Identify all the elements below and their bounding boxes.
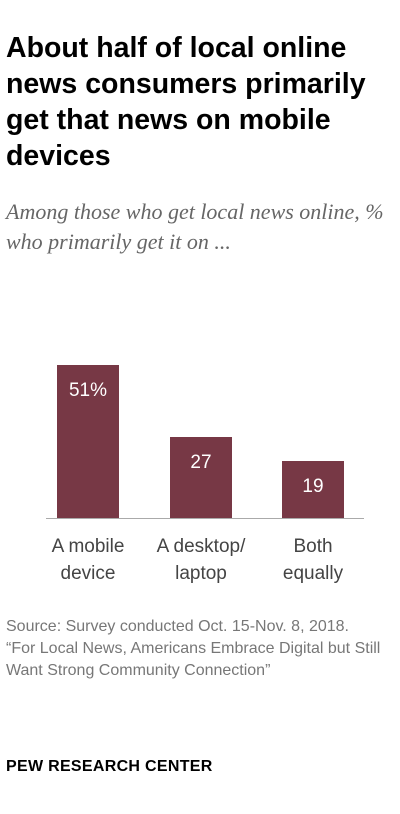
labels-layer: 51% A mobile device 27 A desktop/laptop 19 Bot… [52,380,344,584]
bar-value-label-0: 51% [69,380,107,401]
bars-layer [57,365,344,518]
bar-1 [170,437,232,518]
publisher-logo-text: PEW RESEARCH CENTER [6,758,213,775]
bar-value-label-1: 27 [190,452,211,473]
report-title-line: “For Local News, Americans Embrace Digit… [6,640,381,679]
category-label-2: Both equally [283,536,344,584]
bar-0 [57,365,119,518]
chart-title: About half of local online news consumer… [6,32,366,172]
chart-subtitle: Among those who get local news online, %… [6,199,384,254]
source-notes: Source: Survey conducted Oct. 15-Nov. 8,… [6,616,396,682]
bar-value-label-2: 19 [302,476,323,497]
bar-2 [282,461,344,518]
category-label-1: A desktop/laptop [157,536,246,584]
source-line: Source: Survey conducted Oct. 15-Nov. 8,… [6,618,349,635]
category-label-0: A mobile device [52,536,125,584]
bar-chart: 51% A mobile device 27 A desktop/laptop 19 Bot… [46,365,364,584]
